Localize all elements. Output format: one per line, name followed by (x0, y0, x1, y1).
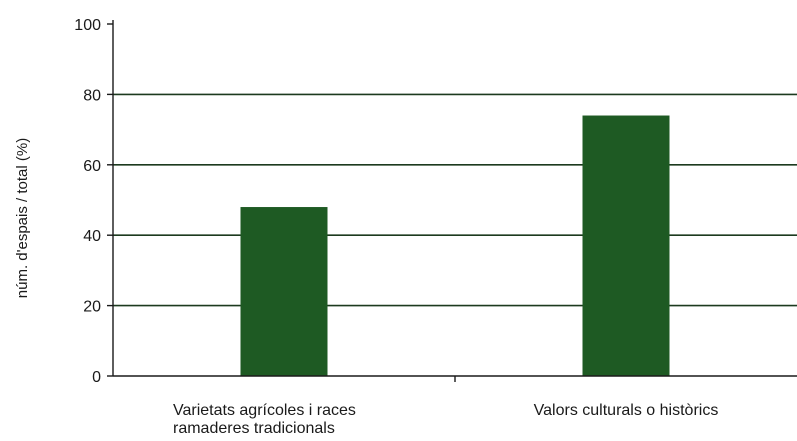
gridlines (113, 93, 797, 307)
bar-2 (582, 115, 670, 377)
axes (107, 20, 797, 382)
bars (240, 115, 670, 377)
bar-1 (240, 207, 328, 376)
x-category-label-1: Varietats agrícoles i races ramaderes tra… (173, 402, 356, 437)
y-tick-label-20: 20 (83, 299, 101, 316)
y-tick-labels: 0 20 40 60 80 100 (74, 17, 101, 386)
y-tick-label-60: 60 (83, 158, 101, 175)
x-category-labels: Varietats agrícoles i races ramaderes tra… (173, 402, 718, 437)
y-tick-label-40: 40 (83, 228, 101, 245)
x-category-label-2: Valors culturals o històrics (534, 402, 719, 419)
y-tick-label-80: 80 (83, 87, 101, 104)
y-tick-label-0: 0 (92, 369, 101, 386)
y-tick-label-100: 100 (74, 17, 101, 34)
y-axis-title: núm. d'espais / total (%) (14, 138, 31, 298)
